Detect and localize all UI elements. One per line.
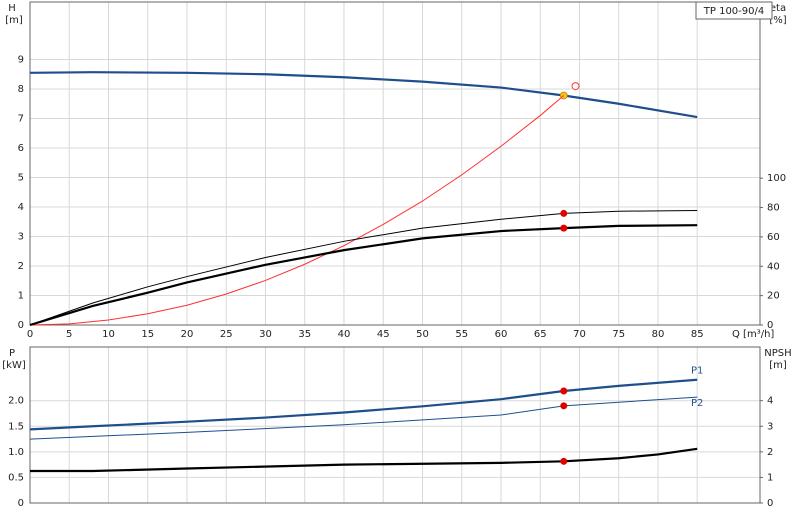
x-tick-label: 85 [691,329,704,340]
operating-point [560,457,568,465]
operating-point [560,224,568,232]
y-tick-label: 2.0 [8,396,24,407]
y2-axis-label: [%] [769,15,786,26]
y2-tick-label: 0 [767,320,773,331]
x-tick-label: 30 [259,329,272,340]
x-tick-label: 65 [534,329,547,340]
y2-tick-label: 2 [767,447,773,458]
x-tick-label: 40 [338,329,351,340]
y2-tick-label: 3 [767,421,773,432]
y-axis-label: H [8,3,16,14]
y2-tick-label: 60 [767,232,780,243]
plot-frame [29,1,761,326]
y-tick-label: 2 [18,261,24,272]
y-tick-label: 5 [18,173,24,184]
chart-title: TP 100-90/4 [703,6,764,17]
series-line [29,71,698,119]
y2-tick-label: 4 [767,396,773,407]
y-tick-label: 9 [18,55,24,66]
y2-axis-label: [m] [769,360,787,371]
operating-point [560,209,568,217]
x-tick-label: 15 [141,329,154,340]
x-tick-label: 0 [27,329,33,340]
y2-axis-label: NPSH [764,348,791,359]
operating-point [560,387,568,395]
x-tick-label: 50 [416,329,429,340]
y2-tick-label: 40 [767,261,780,272]
y-tick-label: 1 [18,291,24,302]
y-axis-label: [kW] [2,360,26,371]
y-tick-label: 4 [18,202,24,213]
x-tick-label: 20 [181,329,194,340]
series-line [29,396,698,440]
series-line [30,447,698,473]
plot-frame [29,1,761,326]
operating-point [560,402,568,410]
y-tick-label: 7 [18,114,24,125]
y-tick-label: 3 [18,232,24,243]
y2-axis-label: eta [770,3,786,14]
y2-tick-label: 20 [767,291,780,302]
x-tick-label: 60 [495,329,508,340]
series-line [29,95,565,326]
y-tick-label: 1.0 [8,447,24,458]
y-tick-label: 8 [18,84,24,95]
x-tick-label: 25 [220,329,233,340]
y2-tick-label: 100 [767,173,786,184]
series-line [29,209,698,326]
y-tick-label: 0 [18,498,24,509]
series-label: P1 [691,366,703,377]
series-label: P2 [691,398,703,409]
y-tick-label: 6 [18,143,24,154]
operating-point [571,82,580,91]
plot-frame [29,346,761,504]
x-tick-label: 45 [377,329,390,340]
x-axis-label: Q [m³/h] [732,329,774,340]
x-tick-label: 10 [102,329,115,340]
x-tick-label: 55 [455,329,468,340]
y2-tick-label: 0 [767,498,773,509]
y-tick-label: 0.5 [8,472,24,483]
series-line [29,378,698,431]
y2-tick-label: 80 [767,203,780,214]
y-tick-label: 0 [18,320,24,331]
y-axis-label: P [9,348,15,359]
x-tick-label: 70 [573,329,586,340]
x-tick-label: 80 [652,329,665,340]
x-tick-label: 35 [298,329,311,340]
x-tick-label: 75 [612,329,625,340]
series-line [29,224,698,327]
y-axis-label: [m] [5,15,23,26]
x-tick-label: 5 [66,329,72,340]
title-box [695,1,773,20]
y-tick-label: 1.5 [8,421,24,432]
y2-tick-label: 1 [767,472,773,483]
